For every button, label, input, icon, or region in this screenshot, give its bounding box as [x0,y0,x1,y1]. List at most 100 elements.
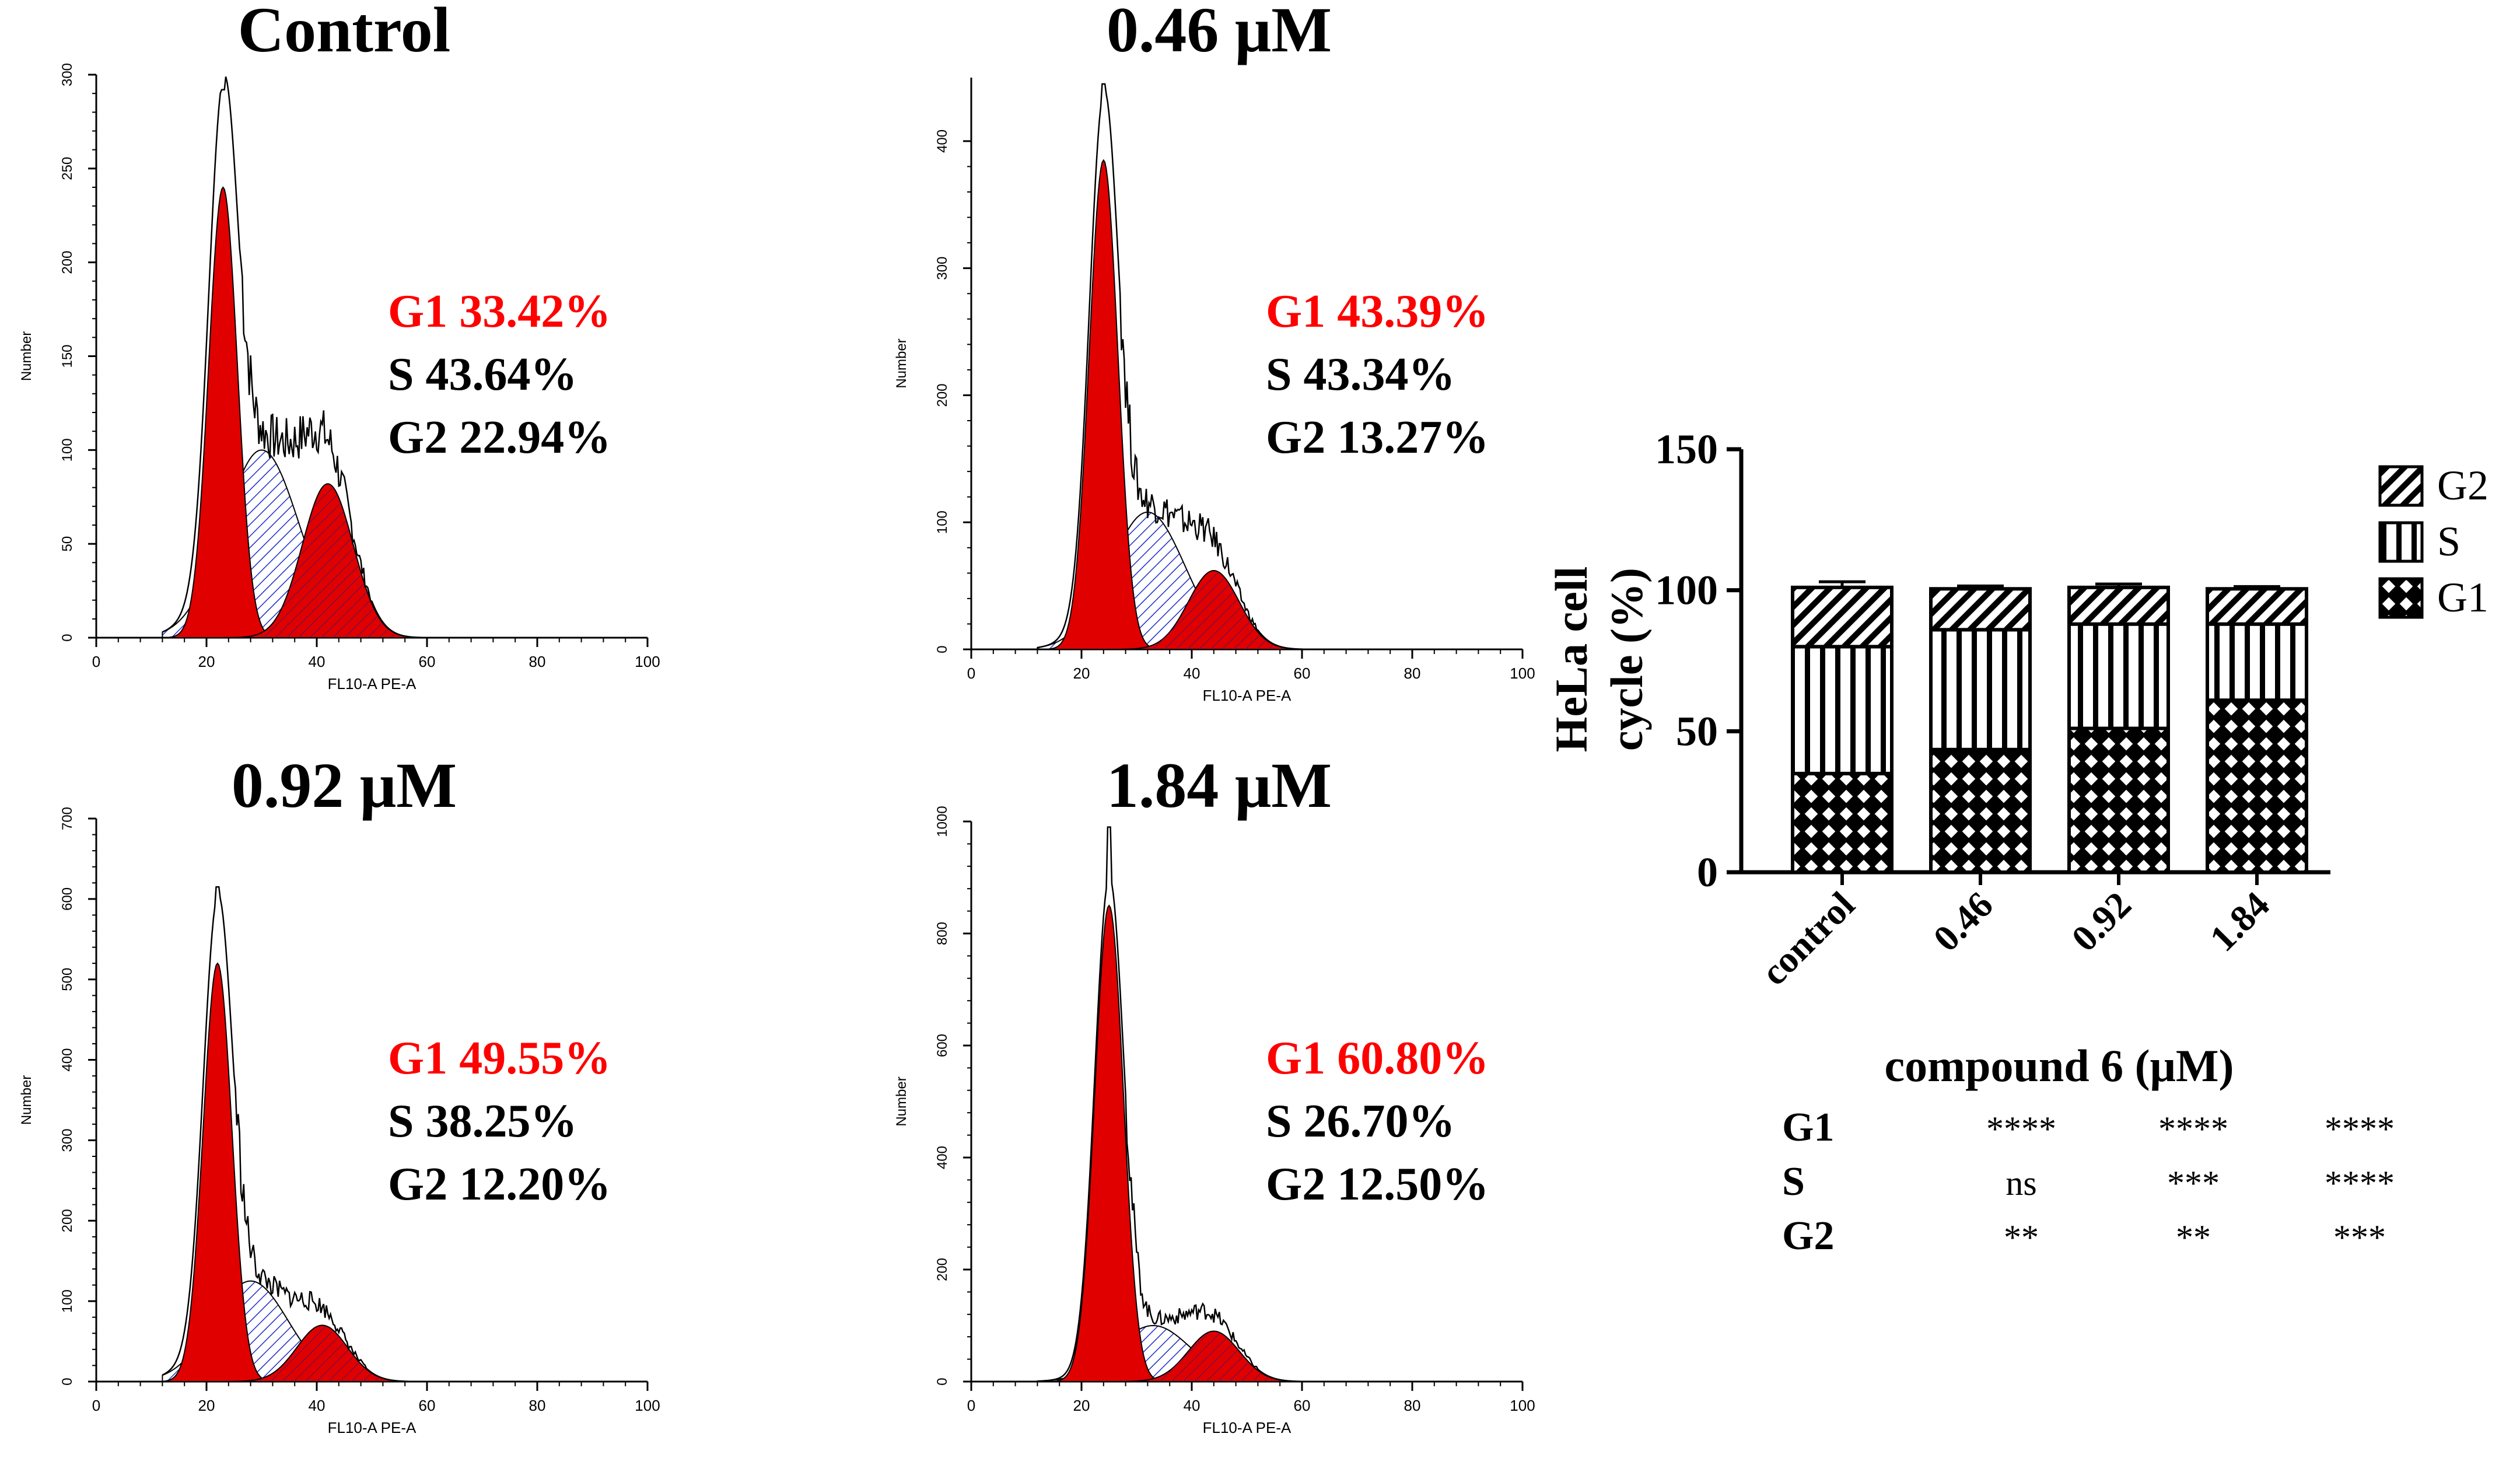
x-tick-label: 20 [198,1397,215,1414]
y-tick-label: 400 [935,130,950,153]
bar-g1-segment [1791,771,1894,875]
y-tick-label: 0 [60,634,75,641]
y-tick-label: 700 [60,807,75,830]
y-tick-label: 0 [935,645,950,653]
y-tick-label: 150 [60,344,75,368]
bar-s-segment [2206,622,2308,702]
histogram-panel-0-92: 0.92 μM 0 100 200 300 400 500 600 700 0 20 40 60 80 10… [19,750,660,1436]
x-axis-label: FL10-A PE-A [328,1419,416,1436]
y-tick-label: 100 [60,1289,75,1313]
bar-s-segment [1791,645,1894,775]
raw-histogram-line [1037,826,1313,1383]
significance-table: G1 **** **** ****S ns *** ****G2 ** ** *** [1782,1105,2395,1258]
legend-label-g1: G1 [2437,574,2488,621]
y-tick-label: 1000 [935,806,950,837]
s-percent-label: S 38.25% [388,1096,578,1147]
x-tick-label: 40 [309,653,326,670]
x-tick-label: 80 [529,653,546,670]
panel-title: 1.84 μM [1107,750,1332,821]
bar-g2-segment [1929,587,2032,632]
panel-title: Control [238,0,451,65]
bar-g1-segment [2067,726,2170,874]
panel-title: 0.46 μM [1107,0,1332,65]
x-tick-label: 0 [92,653,100,670]
bar-category-label: control [1753,884,1863,994]
legend-swatch-g2 [2378,465,2424,507]
y-axis-title-line1: HeLa cell [1546,567,1597,752]
x-tick-label: 20 [1073,1397,1090,1414]
g2-percent-label: G2 12.20% [388,1159,611,1210]
y-axis-label: Number [894,1076,909,1126]
sig-value: ** [2176,1218,2211,1257]
x-tick-label: 40 [1184,1397,1200,1414]
raw-histogram-line [162,76,438,639]
x-tick-label: 100 [635,653,660,670]
x-tick-label: 20 [198,653,215,670]
y-tick-label: 100 [60,438,75,461]
bar-g2-segment [2067,585,2170,626]
sig-value: **** [1986,1110,2056,1148]
x-tick-label: 60 [419,1397,436,1414]
x-tick-label: 40 [309,1397,326,1414]
sig-value: ns [2006,1164,2036,1202]
x-axis-title: compound 6 (μM) [1885,1040,2234,1091]
s-percent-label: S 43.34% [1266,349,1455,400]
g2-percent-label: G2 12.50% [1266,1159,1489,1210]
bar-s-segment [1929,628,2032,751]
g2-percent-label: G2 13.27% [1266,412,1489,463]
bar-g2-segment [2206,587,2308,626]
x-tick-label: 20 [1073,665,1090,682]
s-percent-label: S 26.70% [1266,1096,1455,1147]
y-tick-label: 500 [60,968,75,991]
bar-s-segment [2067,622,2170,730]
bar-y-tick-label: 100 [1655,567,1718,614]
x-tick-label: 100 [635,1397,660,1414]
histogram-panel-control: Control 0 50 100 150 200 250 300 0 20 40 60 80 100 FL1… [19,0,660,693]
histogram-panel-0-46: 0.46 μM 0 100 200 300 400 0 20 40 60 80 100 FL10-A P… [894,0,1535,704]
bar-y-tick-label: 150 [1655,426,1718,473]
y-axis-label: Number [894,338,909,388]
g2-overlap-hatch [162,1325,438,1382]
bar-g2-segment [1791,585,1894,649]
panel-title: 0.92 μM [232,750,457,821]
s-percent-label: S 43.64% [388,349,578,400]
y-tick-label: 600 [60,887,75,911]
x-tick-label: 40 [1184,665,1200,682]
g1-percent-label: G1 33.42% [388,286,611,337]
sig-value: *** [2333,1218,2386,1257]
x-tick-label: 80 [1404,665,1421,682]
y-tick-label: 0 [935,1377,950,1385]
y-tick-label: 600 [935,1034,950,1057]
g1-percent-label: G1 49.55% [388,1033,611,1084]
x-tick-label: 60 [1294,665,1311,682]
x-tick-label: 60 [1294,1397,1311,1414]
sig-row-label: S [1782,1159,1805,1204]
x-axis-label: FL10-A PE-A [1203,687,1292,704]
x-tick-label: 0 [967,1397,975,1414]
bar-category-label: 0.46 [1925,884,2000,959]
y-tick-label: 300 [60,1128,75,1152]
y-tick-label: 0 [60,1377,75,1385]
sig-row-label: G1 [1782,1105,1834,1150]
y-tick-label: 50 [60,536,75,552]
y-tick-label: 800 [935,922,950,945]
sig-row-label: G2 [1782,1214,1834,1258]
sig-value: **** [2325,1164,2395,1202]
g2-overlap-hatch [1037,570,1313,649]
y-tick-label: 200 [60,1209,75,1232]
legend-swatch-g1 [2378,577,2424,619]
bar-y-tick-label: 0 [1697,849,1718,896]
x-tick-label: 0 [967,665,975,682]
x-tick-label: 60 [419,653,436,670]
y-tick-label: 400 [935,1146,950,1169]
legend-label-s: S [2437,518,2460,565]
y-axis-title-line2: cycle (%) [1601,568,1652,751]
raw-histogram-line [1037,83,1313,651]
x-tick-label: 100 [1510,665,1535,682]
y-tick-label: 100 [935,511,950,534]
y-tick-label: 300 [935,257,950,280]
legend: G2 S G1 [2378,462,2488,621]
y-tick-label: 200 [935,383,950,407]
legend-label-g2: G2 [2437,462,2488,509]
